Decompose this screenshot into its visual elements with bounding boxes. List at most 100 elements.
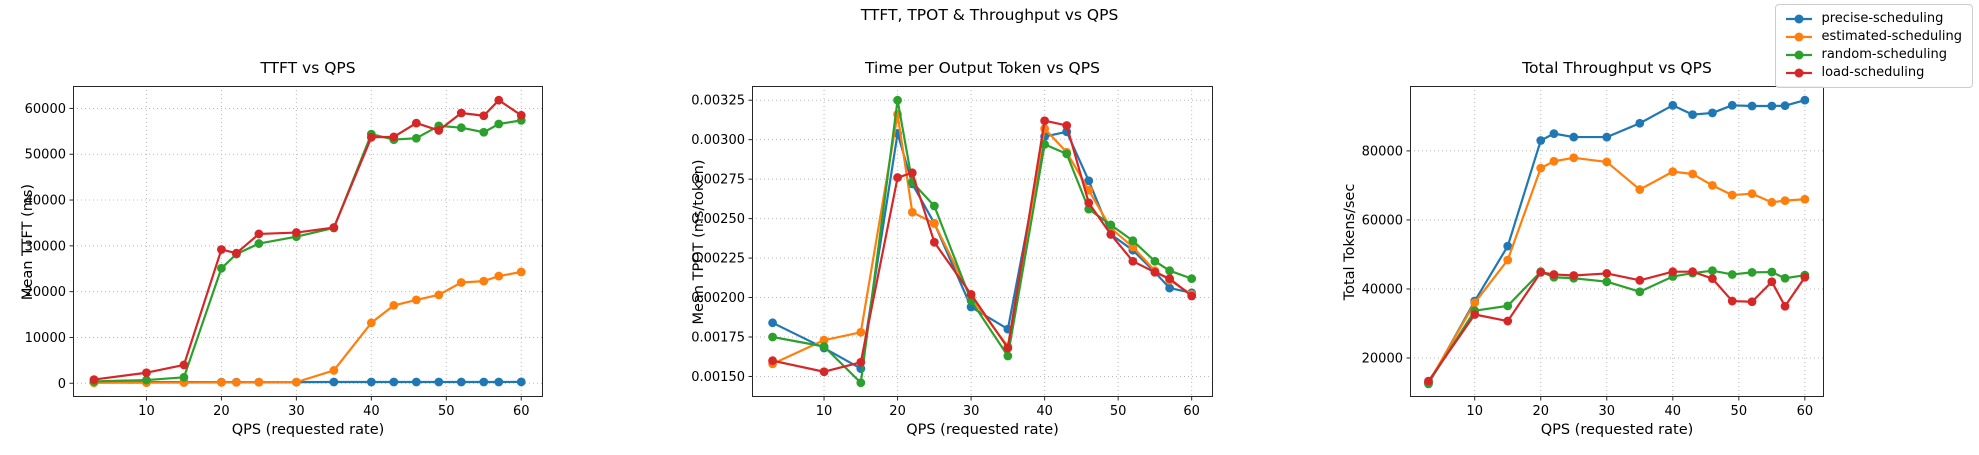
x-tick-label: 60 — [1797, 404, 1814, 419]
data-point — [456, 377, 466, 387]
axes-spines — [73, 86, 543, 397]
data-point — [1424, 376, 1433, 386]
data-point — [1747, 101, 1757, 111]
data-point — [1062, 121, 1072, 130]
data-point — [217, 263, 226, 273]
data-point — [1106, 220, 1116, 230]
legend-label: random-scheduling — [1821, 47, 1947, 62]
data-point — [389, 377, 399, 387]
x-tick-label: 30 — [288, 404, 305, 419]
x-axis-label: QPS (requested rate) — [231, 422, 385, 438]
data-point — [516, 110, 526, 120]
data-point — [1165, 266, 1175, 276]
x-axis-label: QPS (requested rate) — [906, 422, 1059, 438]
data-point — [329, 366, 339, 375]
data-point — [434, 377, 444, 387]
data-point — [1747, 297, 1757, 307]
y-tick-label: 20000 — [25, 285, 66, 300]
data-point — [1767, 101, 1777, 111]
data-point — [1549, 129, 1559, 139]
y-tick-label: 60000 — [25, 102, 66, 117]
data-point — [893, 173, 902, 182]
data-point — [179, 360, 189, 370]
data-point — [456, 278, 466, 287]
data-point — [1128, 242, 1138, 252]
y-tick-label: 80000 — [1362, 144, 1403, 159]
data-point — [1635, 287, 1645, 297]
data-point — [1668, 167, 1678, 177]
data-point — [1708, 266, 1717, 276]
y-tick-label: 10000 — [25, 331, 66, 346]
gridlines — [73, 86, 543, 397]
legend-item-estimated-scheduling: estimated-scheduling — [1784, 29, 1962, 45]
gridlines — [1410, 86, 1824, 397]
data-point — [411, 118, 421, 128]
data-point — [291, 377, 301, 387]
data-point — [217, 245, 226, 254]
data-point — [479, 276, 489, 286]
series-load-scheduling — [1424, 267, 1810, 386]
data-point — [366, 132, 376, 142]
legend-marker — [1786, 68, 1813, 78]
data-point — [232, 377, 241, 387]
data-point — [1747, 189, 1757, 199]
y-tick-label: 0 — [58, 377, 66, 392]
legend: precise-scheduling estimated-scheduling ra… — [1775, 4, 1973, 88]
y-tick-label: 60000 — [1362, 213, 1403, 228]
x-tick-label: 40 — [363, 404, 380, 419]
y-tick-label: 0.00225 — [691, 252, 745, 267]
data-point — [456, 108, 466, 118]
x-tick-label: 10 — [1466, 404, 1483, 419]
data-point — [142, 368, 151, 378]
series-load-scheduling — [768, 116, 1197, 377]
x-tick-label: 40 — [1036, 404, 1053, 419]
data-point — [1668, 100, 1678, 110]
data-point — [1165, 283, 1175, 293]
data-point — [254, 229, 264, 239]
data-point — [1470, 298, 1480, 308]
data-point — [1536, 163, 1546, 173]
x-tick-label: 60 — [1183, 404, 1200, 419]
x-axis-label: QPS (requested rate) — [1540, 422, 1694, 438]
y-tick-label: 0.00200 — [691, 291, 745, 306]
y-tick-label: 0.00175 — [691, 331, 745, 346]
chart-ttft-vs-qps: TTFT vs QPS Mean TTFT (ms) 10 20 30 40 50 60 0… — [20, 59, 543, 438]
legend-marker — [1786, 32, 1813, 42]
data-point — [1062, 149, 1072, 159]
chart-throughput-vs-qps: Total Throughput vs QPS Total Tokens/sec… — [1342, 59, 1824, 438]
data-point — [1165, 274, 1175, 283]
data-point — [856, 327, 866, 337]
data-point — [1668, 267, 1678, 277]
data-point — [1780, 273, 1790, 283]
data-point — [1727, 190, 1737, 200]
y-tick-label: 0.00275 — [691, 173, 745, 188]
y-tick-label: 30000 — [25, 239, 66, 254]
data-point — [434, 126, 444, 135]
chart-title: Total Throughput vs QPS — [1522, 59, 1712, 77]
tick-marks-and-labels: 10 20 30 40 50 60 0 10000 20000 30000 40000 50000 60… — [25, 102, 530, 419]
legend-label: load-scheduling — [1821, 65, 1925, 80]
data-point — [1602, 132, 1612, 142]
legend-label: precise-scheduling — [1821, 11, 1944, 26]
data-point — [1780, 301, 1790, 311]
data-point — [1106, 229, 1116, 239]
data-point — [1727, 100, 1737, 110]
data-point — [479, 377, 489, 387]
data-point — [907, 207, 917, 217]
data-point — [1569, 153, 1579, 163]
x-tick-label: 10 — [816, 404, 833, 419]
x-tick-label: 50 — [1731, 404, 1748, 419]
plot-area-tpot: 10 20 30 40 50 60 0.00150 0.00175 0.00200 0.00225… — [691, 86, 1213, 419]
chart-title: TTFT vs QPS — [260, 59, 356, 77]
y-tick-label: 0.00325 — [691, 94, 745, 109]
data-point — [366, 318, 376, 328]
data-point — [1470, 310, 1480, 319]
data-point — [494, 95, 504, 105]
data-point — [142, 375, 151, 385]
x-tick-label: 10 — [138, 404, 155, 419]
data-point — [1708, 181, 1717, 190]
series-estimated-scheduling — [89, 267, 526, 388]
x-tick-label: 20 — [889, 404, 906, 419]
y-tick-label: 40000 — [1362, 282, 1403, 297]
data-point — [479, 127, 489, 137]
